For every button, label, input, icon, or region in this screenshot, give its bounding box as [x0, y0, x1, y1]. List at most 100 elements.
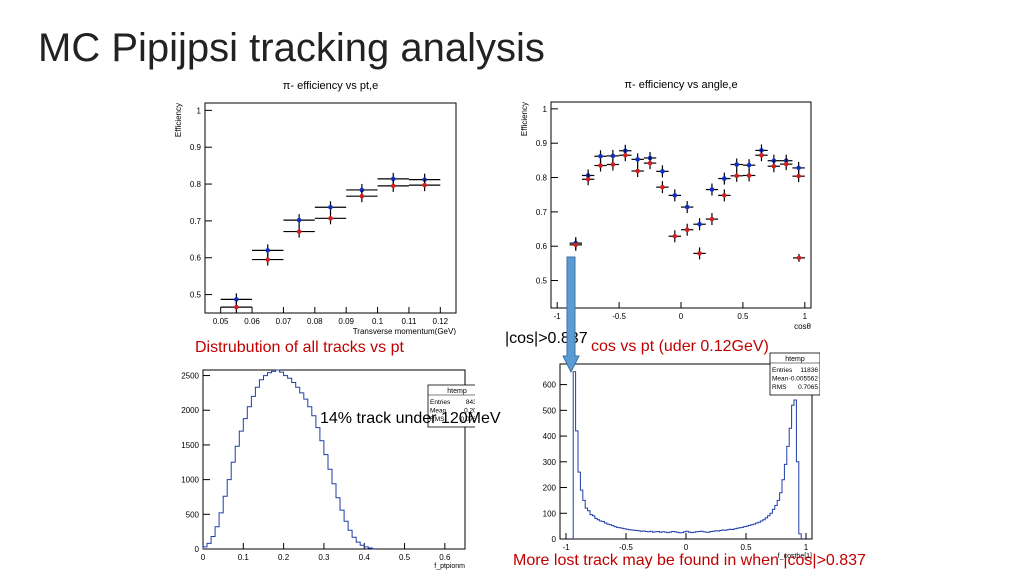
- data-point-blue: [598, 153, 603, 159]
- data-point-blue: [265, 248, 271, 253]
- stats-title: htemp: [447, 388, 467, 395]
- x-tick-label: 0.5: [737, 312, 749, 321]
- stats-value: 0.07556: [461, 416, 476, 423]
- x-tick-label: 0.1: [372, 317, 384, 326]
- data-point-red: [722, 193, 727, 198]
- y-axis-label: Efficiency: [520, 102, 529, 136]
- caption-lost-tracks: More lost track may be found in when |co…: [513, 552, 866, 569]
- stats-value: 0.2034: [464, 408, 475, 415]
- plot-frame: [202, 369, 466, 550]
- stats-value: -0.005562: [789, 376, 819, 383]
- data-point-red: [598, 163, 603, 168]
- plot-frame: [550, 101, 812, 309]
- x-tick-label: -1: [562, 543, 570, 552]
- x-tick-label: 0.6: [439, 553, 451, 562]
- x-tick-label: -1: [554, 312, 562, 321]
- x-axis-label: f_costhe[1]: [778, 553, 812, 560]
- x-tick-label: 0.09: [338, 317, 354, 326]
- histogram-line: [202, 369, 377, 550]
- y-tick-label: 0.7: [536, 208, 548, 217]
- data-point-blue: [722, 176, 727, 181]
- x-tick-label: 0.2: [278, 553, 290, 562]
- x-tick-label: 0.11: [401, 317, 417, 326]
- x-tick-label: 0.5: [399, 553, 411, 562]
- data-point-red: [422, 182, 427, 188]
- x-axis-label: Transverse momentum(GeV): [353, 327, 457, 335]
- x-tick-label: 0: [684, 543, 689, 552]
- stats-key: Entries: [772, 367, 793, 374]
- x-axis-label: f_ptpionm: [434, 563, 465, 570]
- x-tick-label: 0.4: [359, 553, 371, 562]
- data-point-red: [296, 229, 302, 234]
- y-tick-label: 400: [543, 432, 557, 441]
- y-tick-label: 0.9: [190, 143, 202, 152]
- y-tick-label: 0.9: [536, 139, 548, 148]
- data-point-red: [759, 152, 764, 158]
- x-tick-label: -0.5: [612, 312, 626, 321]
- x-axis-label: cosθ: [794, 322, 811, 331]
- x-tick-label: 0.1: [238, 553, 250, 562]
- y-tick-label: 200: [543, 484, 557, 493]
- stats-title: htemp: [785, 356, 805, 363]
- data-point-red: [573, 242, 579, 248]
- y-tick-label: 500: [543, 406, 557, 415]
- data-point-blue: [328, 204, 333, 210]
- y-tick-label: 500: [186, 510, 200, 519]
- caption-cos-vs-pt: cos vs pt (uder 0.12GeV): [591, 338, 769, 355]
- caption-distribution-all: Distrubution of all tracks vs pt: [195, 339, 404, 356]
- data-point-red: [585, 176, 591, 182]
- stats-value: 0.7065: [798, 384, 818, 391]
- data-point-red: [684, 227, 690, 233]
- data-point-red: [796, 255, 802, 261]
- y-tick-label: 2500: [181, 372, 199, 381]
- y-tick-label: 0.7: [190, 217, 202, 226]
- slide-title: MC Pipijpsi tracking analysis: [38, 26, 545, 70]
- y-tick-label: 600: [543, 381, 557, 390]
- y-tick-label: 0.5: [190, 291, 202, 300]
- x-tick-label: 0.07: [276, 317, 292, 326]
- histogram-line: [572, 371, 802, 539]
- efficiency-vs-pt-chart: 0.05 0.06 0.07 0.08 0.09 0.1 0.11 0.12 0.5 0.6 0.7…: [174, 80, 457, 335]
- stats-box: [427, 384, 475, 428]
- down-arrow: [562, 256, 580, 374]
- data-point-red: [660, 184, 665, 190]
- x-tick-label: 0.08: [307, 317, 323, 326]
- data-point-red: [697, 251, 702, 256]
- stats-key: RMS: [772, 384, 787, 391]
- y-tick-label: 1000: [181, 476, 199, 485]
- data-point-blue: [697, 221, 702, 227]
- data-point-blue: [234, 297, 239, 302]
- stats-key: RMS: [430, 416, 445, 423]
- data-point-blue: [660, 169, 665, 174]
- data-point-blue: [359, 187, 365, 193]
- stats-key: Mean: [430, 408, 447, 415]
- data-point-red: [359, 193, 365, 199]
- x-tick-label: 0: [201, 553, 206, 562]
- y-tick-label: 0.8: [536, 174, 548, 183]
- data-point-red: [265, 257, 271, 262]
- data-point-red: [709, 216, 715, 222]
- y-tick-label: 2000: [181, 406, 199, 415]
- data-point-red: [622, 152, 628, 158]
- x-tick-label: 0: [679, 312, 684, 321]
- y-tick-label: 0.6: [536, 242, 548, 251]
- x-tick-label: 0.3: [318, 553, 330, 562]
- data-point-red: [783, 161, 789, 167]
- y-axis-label: Efficiency: [174, 103, 183, 137]
- x-tick-label: 0.12: [433, 317, 449, 326]
- y-tick-label: 0.5: [536, 277, 548, 286]
- data-point-blue: [734, 162, 740, 167]
- data-point-blue: [746, 162, 752, 168]
- costheta-histogram: -1 -0.5 0 0.5 1 0 100 200 300 400 500 600 f_costhe[1…: [543, 352, 820, 560]
- stats-value: 84309: [466, 399, 475, 406]
- x-tick-label: -0.5: [619, 543, 633, 552]
- x-tick-label: 0.06: [244, 317, 260, 326]
- caption-percent-under: 14% track under 120MeV: [320, 410, 501, 427]
- stats-key: Mean: [772, 376, 789, 383]
- data-point-red: [771, 163, 777, 169]
- data-point-red: [734, 173, 740, 179]
- data-point-blue: [684, 204, 690, 210]
- data-point-red: [610, 162, 616, 167]
- stats-value: 11836: [800, 367, 818, 374]
- y-tick-label: 0: [195, 545, 200, 554]
